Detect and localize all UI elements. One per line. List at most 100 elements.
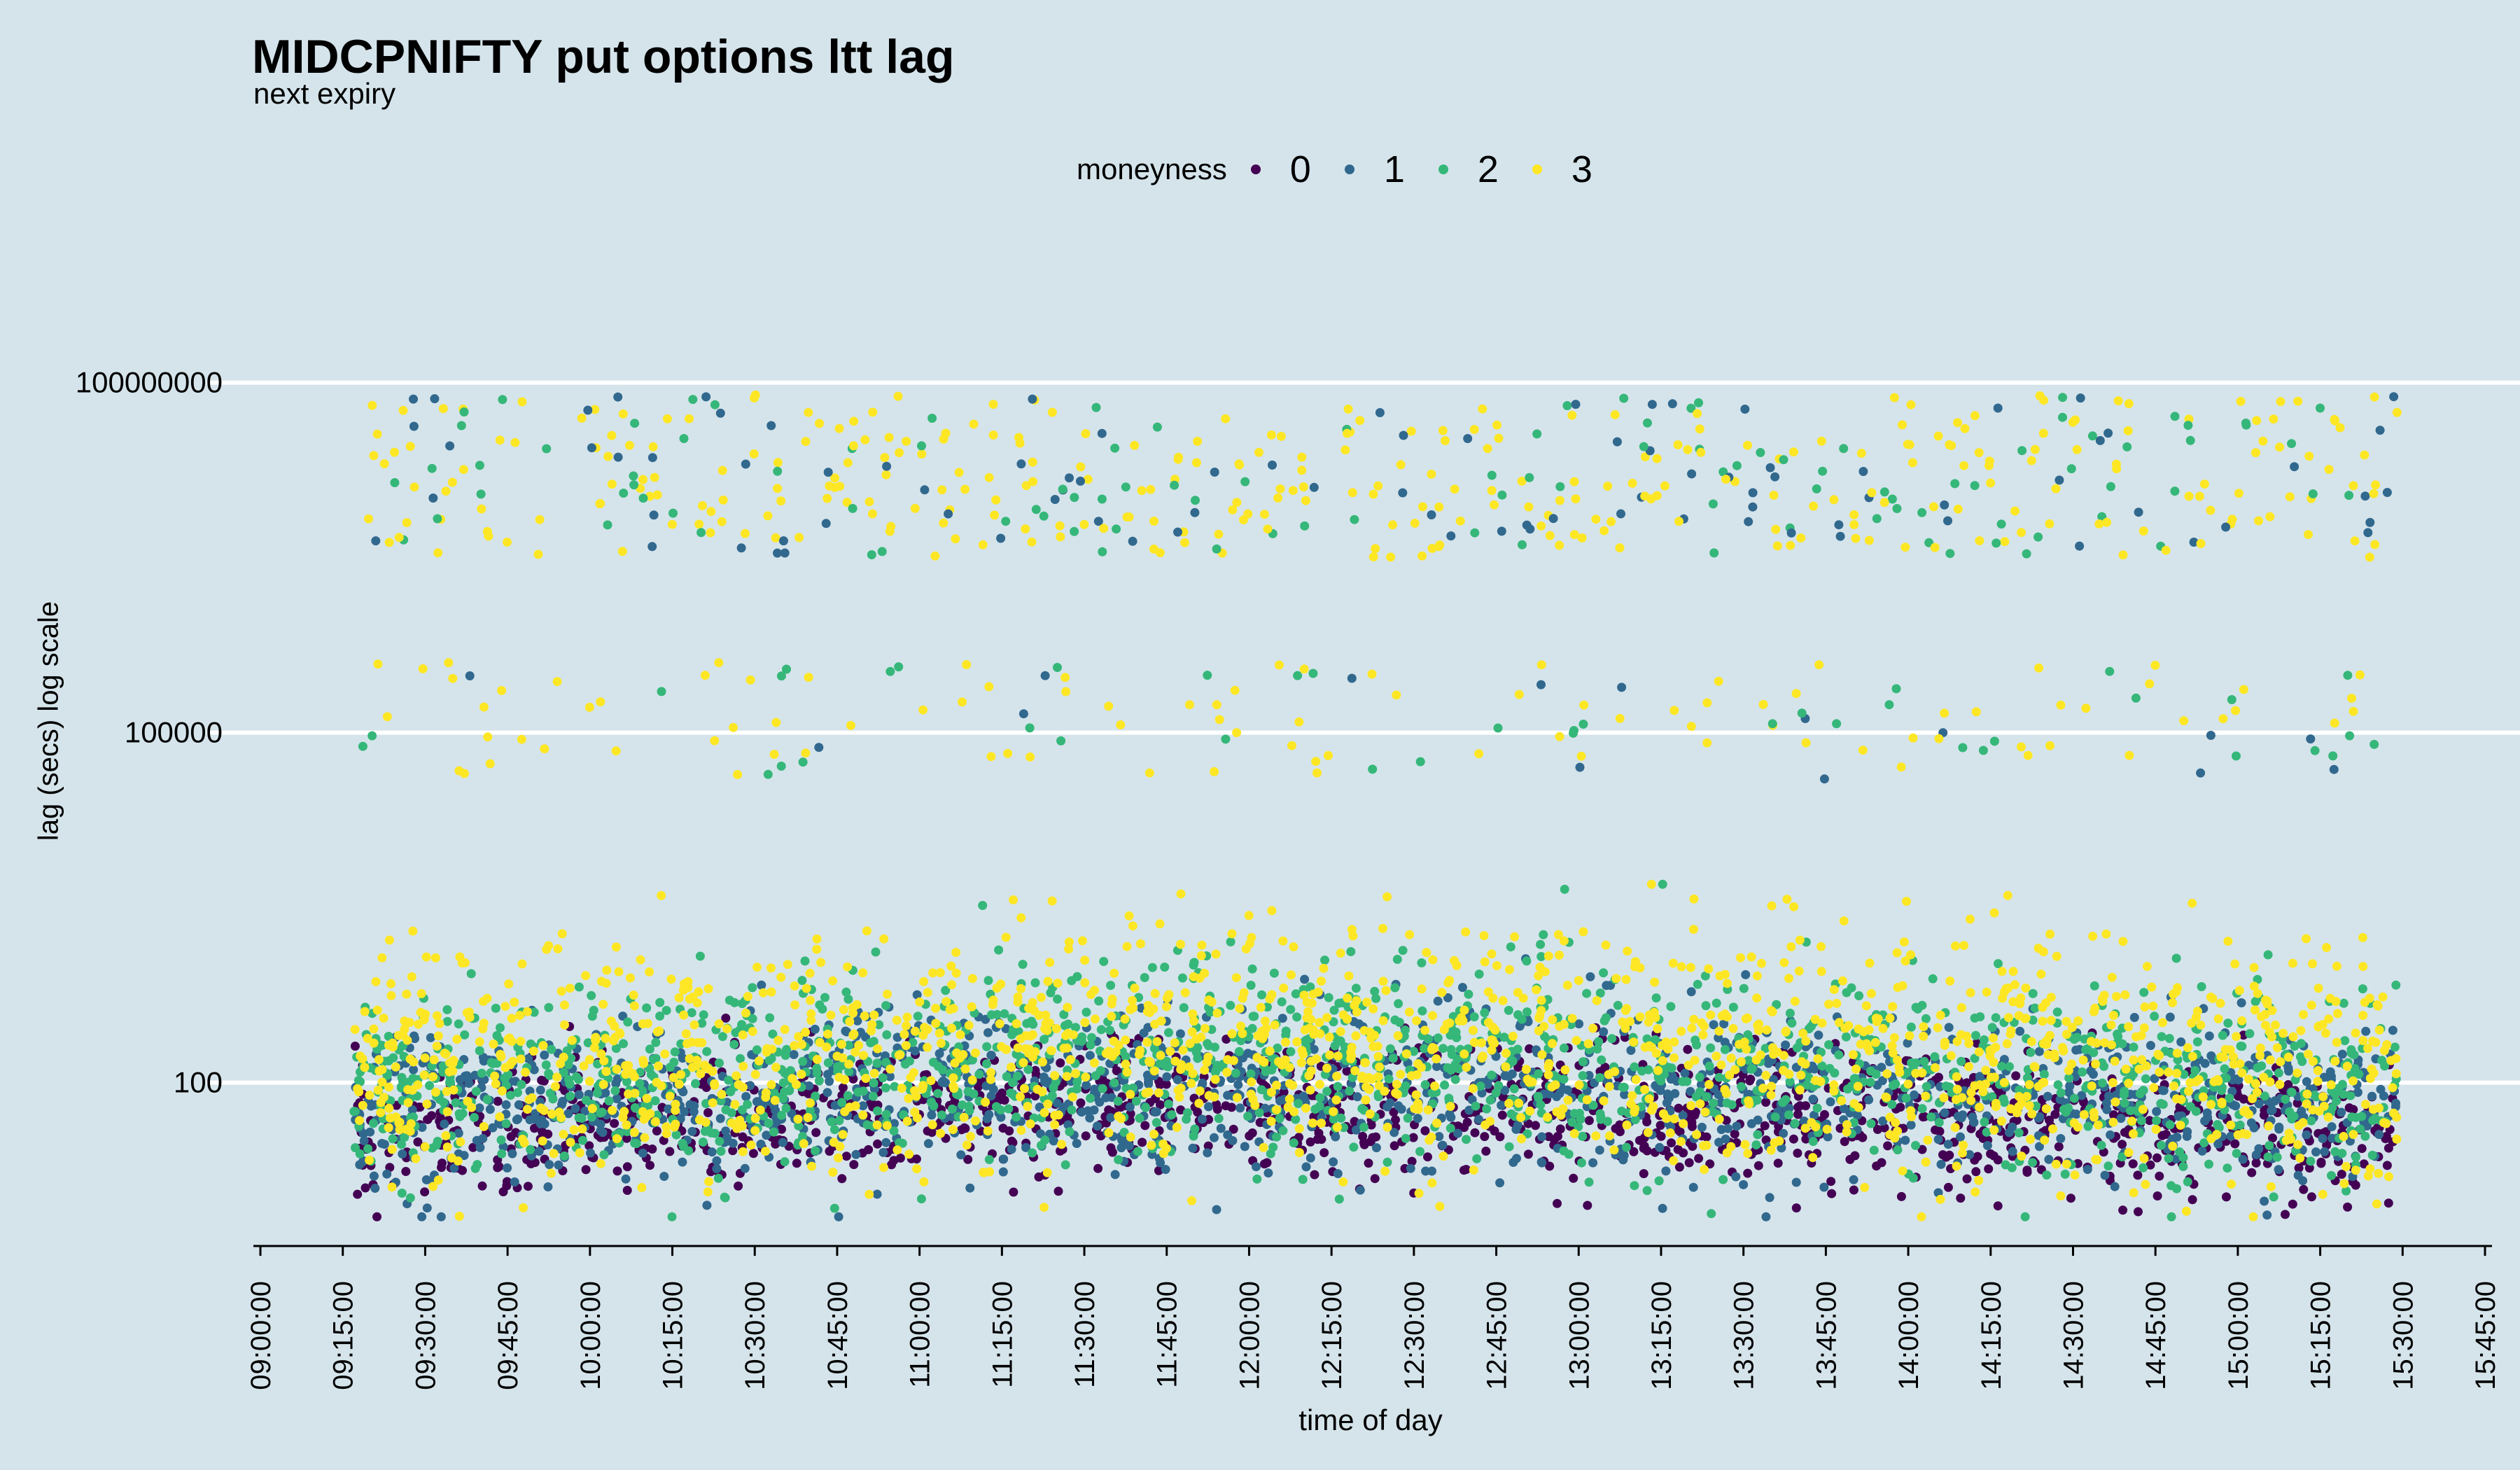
data-point-2161 — [1143, 1023, 1153, 1032]
data-point-3325 — [2377, 1056, 2387, 1065]
data-point-4063 — [1427, 1178, 1437, 1188]
data-point-2242 — [1039, 1072, 1049, 1082]
data-point-4184 — [1829, 985, 1839, 995]
data-point-2979 — [1787, 1018, 1797, 1028]
data-point-2463 — [659, 1172, 669, 1181]
data-point-332 — [777, 1124, 786, 1134]
data-point-970 — [1408, 1133, 1418, 1142]
data-point-3558 — [2269, 1192, 2278, 1202]
data-point-4517 — [948, 1125, 958, 1135]
data-point-4644 — [505, 1060, 515, 1070]
data-point-4062 — [1081, 1072, 1091, 1082]
data-point-880 — [2222, 1192, 2231, 1202]
data-point-4064 — [360, 1063, 370, 1072]
data-point-2190 — [1352, 1092, 1362, 1102]
data-point-4306 — [1107, 1011, 1116, 1021]
data-point-4503 — [1800, 1124, 1810, 1133]
data-point-3215 — [1214, 1114, 1224, 1124]
data-point-4776 — [1517, 1134, 1526, 1144]
data-point-2649 — [2391, 980, 2401, 990]
data-point-4643 — [996, 979, 1006, 989]
data-point-672 — [848, 1074, 858, 1084]
data-point-4698 — [643, 1018, 652, 1028]
data-point-3390 — [1063, 1019, 1073, 1029]
data-point-2385 — [715, 1114, 725, 1124]
data-point-2601 — [623, 1017, 633, 1027]
data-point-733 — [1076, 1098, 1086, 1108]
data-point-4816 — [1560, 1065, 1570, 1074]
data-point-3486 — [964, 1101, 974, 1111]
data-point-3120 — [798, 1056, 808, 1066]
data-point-4263 — [1331, 1095, 1341, 1105]
data-point-1495 — [728, 1138, 738, 1148]
data-point-4929 — [964, 1021, 974, 1030]
data-point-4969 — [1684, 1060, 1693, 1070]
data-point-4044 — [1128, 921, 1138, 931]
data-point-4613 — [854, 1040, 864, 1050]
data-point-4669 — [1285, 1079, 1294, 1088]
data-point-3815 — [1644, 1065, 1653, 1074]
data-point-1577 — [2388, 1026, 2398, 1035]
data-point-3819 — [978, 901, 988, 910]
data-point-4397 — [971, 1048, 980, 1058]
data-point-3456 — [2217, 1086, 2227, 1096]
data-point-4672 — [2164, 1068, 2174, 1077]
data-point-4231 — [2038, 1016, 2047, 1026]
data-point-919 — [2316, 1158, 2326, 1168]
data-point-4252 — [1952, 1161, 1961, 1171]
data-point-3396 — [724, 1075, 734, 1085]
data-point-4733 — [2227, 1180, 2236, 1189]
data-point-864 — [610, 1119, 620, 1128]
data-point-3118 — [2223, 1018, 2233, 1028]
data-point-1687 — [741, 1092, 751, 1101]
data-point-4060 — [2361, 1100, 2370, 1110]
data-point-4290 — [1265, 1046, 1275, 1056]
data-point-4470 — [1445, 976, 1455, 986]
data-point-3303 — [1141, 1102, 1151, 1112]
data-point-4815 — [1267, 990, 1277, 1000]
data-point-4930 — [883, 989, 892, 999]
data-point-99 — [2247, 1168, 2257, 1177]
data-point-2773 — [1133, 1147, 1142, 1156]
data-point-4312 — [2266, 1182, 2276, 1191]
data-point-4686 — [2151, 1124, 2161, 1134]
data-point-4807 — [2129, 1188, 2138, 1198]
data-point-4123 — [1007, 1063, 1016, 1072]
data-point-3621 — [1576, 1158, 1586, 1168]
data-point-3871 — [2081, 1045, 2091, 1055]
data-point-2768 — [425, 1081, 434, 1091]
data-point-2630 — [1292, 1012, 1302, 1022]
data-point-2818 — [702, 1046, 712, 1056]
data-point-4400 — [1583, 1039, 1593, 1049]
data-point-4176 — [1130, 983, 1140, 993]
data-point-3865 — [1785, 1009, 1795, 1018]
data-point-1508 — [1413, 1114, 1422, 1124]
data-point-1953 — [2226, 1131, 2236, 1141]
data-point-4006 — [1016, 983, 1026, 993]
data-point-3825 — [2220, 1064, 2230, 1074]
data-point-4463 — [1365, 1110, 1375, 1119]
data-point-4257 — [1726, 1054, 1736, 1063]
data-point-4167 — [2314, 983, 2323, 993]
data-point-3806 — [1006, 1088, 1016, 1098]
data-point-3951 — [475, 1046, 484, 1056]
data-point-4720 — [1692, 1130, 1702, 1140]
data-point-3209 — [2104, 1161, 2113, 1171]
data-point-4344 — [1999, 1078, 2009, 1087]
data-point-2450 — [1082, 1080, 1091, 1090]
data-point-4793 — [1985, 1045, 1995, 1055]
data-point-4059 — [2237, 1068, 2247, 1078]
data-point-4448 — [1752, 993, 1762, 1003]
data-point-4429 — [2168, 1141, 2178, 1151]
data-point-3603 — [2197, 982, 2206, 991]
data-point-1851 — [1421, 1166, 1431, 1176]
data-point-4075 — [2087, 1082, 2096, 1091]
data-point-3533 — [1971, 1030, 1980, 1040]
data-point-4102 — [1888, 1002, 1898, 1011]
data-point-4708 — [420, 1142, 430, 1152]
data-point-754 — [1795, 1101, 1805, 1111]
legend-item-0: 0 — [1250, 148, 1311, 191]
data-point-4635 — [2339, 1132, 2348, 1141]
data-point-2165 — [986, 1051, 996, 1060]
data-point-4550 — [1865, 958, 1875, 968]
